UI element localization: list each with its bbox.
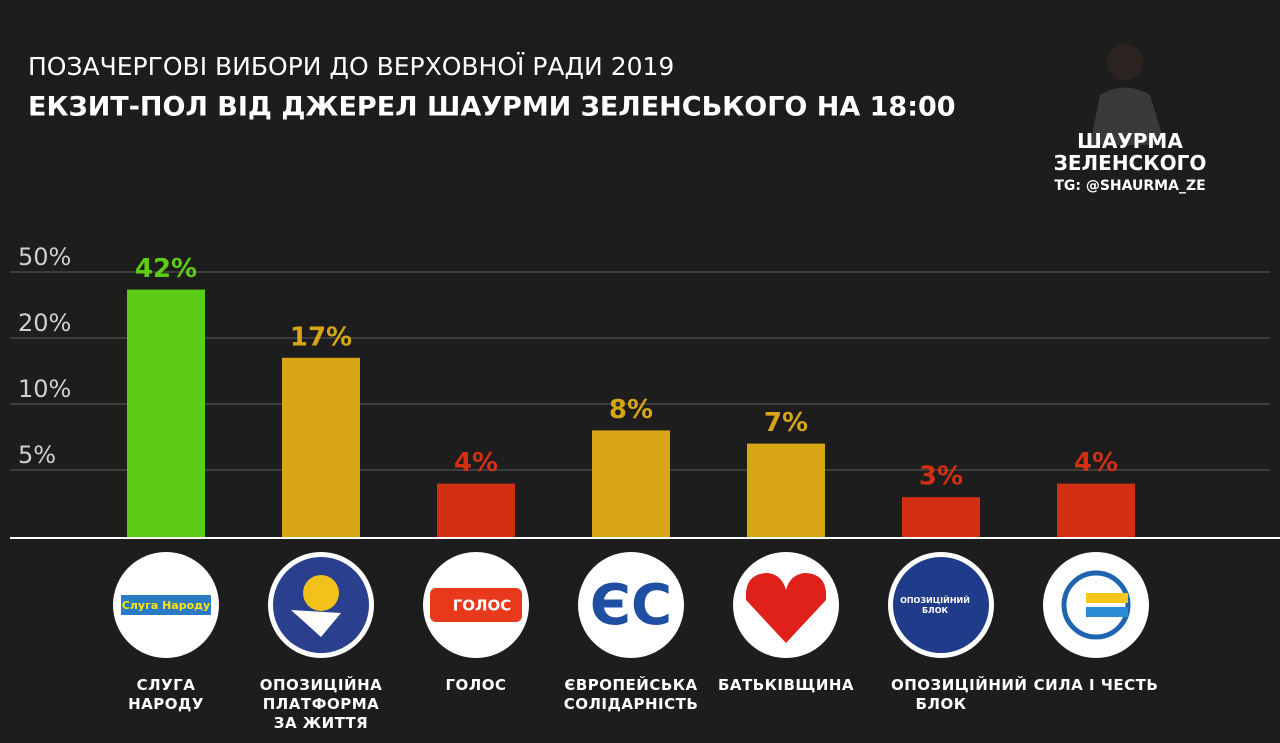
- party-logo: Слуга Народу: [113, 552, 219, 658]
- category-label: СЛУГА НАРОДУ: [128, 676, 204, 713]
- category-label: ГОЛОС: [445, 676, 507, 694]
- logo-text: ЄС: [590, 573, 672, 638]
- value-label: 7%: [764, 408, 808, 438]
- brand-figure: [1090, 44, 1165, 145]
- category-label: СИЛА І ЧЕСТЬ: [1033, 676, 1159, 694]
- bar: [437, 483, 515, 538]
- y-tick-label: 5%: [18, 441, 56, 469]
- party-logo: [1043, 552, 1149, 658]
- logo-shape: [291, 610, 341, 637]
- logo-shape: [1086, 607, 1128, 617]
- category-label: ОПОЗИЦІЙНА ПЛАТФОРМА ЗА ЖИТТЯ: [259, 676, 383, 732]
- party-logo: [268, 552, 374, 658]
- party-logo: ЄС: [578, 552, 684, 658]
- logo-shape: [430, 588, 522, 622]
- logo-shape: [303, 575, 339, 611]
- y-tick-label: 50%: [18, 243, 71, 271]
- party-logo: ОПОЗИЦІЙНИЙ БЛОК: [888, 552, 994, 658]
- bar: [1057, 483, 1135, 538]
- party-logo: [733, 552, 839, 658]
- bar: [282, 357, 360, 538]
- logo-shape: [1061, 570, 1131, 640]
- logo-shape: [893, 557, 989, 653]
- value-label: 3%: [919, 462, 963, 492]
- logo-shape: [1086, 593, 1128, 603]
- category-label: БАТЬКІВЩИНА: [717, 676, 855, 694]
- value-label: 4%: [1074, 448, 1118, 478]
- bar: [592, 430, 670, 538]
- y-tick-label: 10%: [18, 375, 71, 403]
- chart-subtitle: ЕКЗИТ-ПОЛ ВІД ДЖЕРЕЛ ШАУРМИ ЗЕЛЕНСЬКОГО …: [28, 92, 956, 123]
- value-label: 42%: [135, 254, 197, 284]
- bar: [902, 497, 980, 538]
- bar: [747, 443, 825, 538]
- party-logo: ГОЛОС: [423, 552, 529, 658]
- brand-handle: TG: @SHAURMA_ZE: [1054, 178, 1205, 194]
- bar: [127, 289, 205, 538]
- logo-shape: [745, 573, 827, 643]
- category-label: ЄВРОПЕЙСЬКА СОЛІДАРНІСТЬ: [563, 676, 699, 713]
- brand: ШАУРМА ЗЕЛЕНСКОГО: [1054, 129, 1207, 175]
- value-label: 17%: [290, 322, 352, 352]
- value-label: 8%: [609, 395, 653, 425]
- logo-circle: [578, 552, 684, 658]
- value-label: 4%: [454, 448, 498, 478]
- chart-title: ПОЗАЧЕРГОВІ ВИБОРИ ДО ВЕРХОВНОЇ РАДИ 201…: [28, 52, 674, 81]
- logo-circle: [1043, 552, 1149, 658]
- category-label: ОПОЗИЦІЙНИЙ БЛОК: [891, 676, 1028, 713]
- logo-text: Слуга Народу: [122, 599, 210, 612]
- logo-text: ОПОЗИЦІЙНИЙ БЛОК: [900, 594, 970, 615]
- y-tick-label: 20%: [18, 309, 71, 337]
- logo-text: ГОЛОС: [453, 597, 512, 615]
- logo-shape: [121, 595, 211, 615]
